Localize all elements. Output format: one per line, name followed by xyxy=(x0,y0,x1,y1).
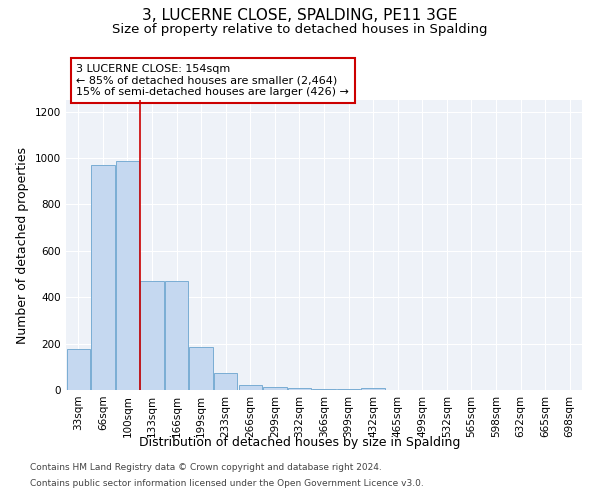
Text: 3 LUCERNE CLOSE: 154sqm
← 85% of detached houses are smaller (2,464)
15% of semi: 3 LUCERNE CLOSE: 154sqm ← 85% of detache… xyxy=(76,64,349,97)
Bar xyxy=(361,388,385,390)
Bar xyxy=(116,162,139,390)
Bar xyxy=(239,386,262,390)
Bar xyxy=(214,372,238,390)
Bar xyxy=(67,350,90,390)
Bar xyxy=(313,389,335,390)
Text: Distribution of detached houses by size in Spalding: Distribution of detached houses by size … xyxy=(139,436,461,449)
Bar xyxy=(263,386,287,390)
Text: Contains HM Land Registry data © Crown copyright and database right 2024.: Contains HM Land Registry data © Crown c… xyxy=(30,464,382,472)
Text: Size of property relative to detached houses in Spalding: Size of property relative to detached ho… xyxy=(112,22,488,36)
Bar xyxy=(288,388,311,390)
Bar xyxy=(91,165,115,390)
Bar xyxy=(337,389,360,390)
Bar xyxy=(140,281,164,390)
Text: Contains public sector information licensed under the Open Government Licence v3: Contains public sector information licen… xyxy=(30,478,424,488)
Bar xyxy=(190,347,213,390)
Bar xyxy=(165,281,188,390)
Y-axis label: Number of detached properties: Number of detached properties xyxy=(16,146,29,344)
Text: 3, LUCERNE CLOSE, SPALDING, PE11 3GE: 3, LUCERNE CLOSE, SPALDING, PE11 3GE xyxy=(142,8,458,22)
